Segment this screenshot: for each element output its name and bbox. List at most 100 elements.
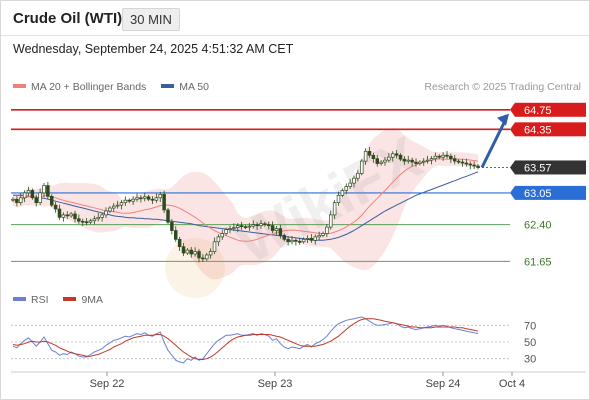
candle-body <box>270 225 275 231</box>
candle-body <box>332 202 337 216</box>
candle-body <box>329 214 333 228</box>
level-label-4: 62.40 <box>524 220 552 232</box>
candle-body <box>69 213 73 217</box>
candle-body <box>433 155 438 160</box>
rsi-tick-label: 70 <box>524 320 536 332</box>
candle-body <box>441 154 445 158</box>
level-badge-2 <box>515 160 586 175</box>
candle-body <box>383 159 387 163</box>
candle-body <box>278 228 283 236</box>
level-label-3: 63.05 <box>524 188 552 200</box>
candle-body <box>115 204 120 207</box>
candle-body <box>49 195 54 206</box>
candle-body <box>181 246 186 254</box>
candle-body <box>344 186 349 191</box>
candle-body <box>224 229 228 234</box>
candle-body <box>472 164 476 167</box>
candle-body <box>387 156 391 161</box>
ma50-line <box>13 171 479 241</box>
candle-body <box>170 221 174 231</box>
candle-body <box>294 239 298 242</box>
instrument-title: Crude Oil (WTI) <box>13 10 123 27</box>
candle-body <box>305 238 310 240</box>
candle-body <box>46 185 50 197</box>
candle-body <box>406 159 411 162</box>
candle-body <box>398 154 403 160</box>
level-label-1: 64.35 <box>524 124 552 136</box>
candle-body <box>88 220 93 223</box>
candle-body <box>394 153 399 156</box>
forecast-arrow-shaft <box>480 118 508 169</box>
candle-body <box>356 172 360 179</box>
candle-body <box>367 150 372 156</box>
credit-text: Research © 2025 Trading Central <box>424 81 581 93</box>
candle-body <box>77 218 81 222</box>
rsi-tick-label: 50 <box>524 337 536 349</box>
legend-ma20: MA 20 + Bollinger Bands <box>13 81 146 93</box>
candle-body <box>460 161 465 164</box>
candle-body <box>363 150 368 162</box>
candle-body <box>301 238 306 243</box>
ma9-swatch <box>63 297 77 302</box>
level-badge-3 <box>515 185 586 200</box>
ma20-swatch <box>13 84 26 89</box>
candle-body <box>22 192 27 199</box>
candle-body <box>189 249 194 255</box>
legend-rsi-label: RSI <box>31 294 49 306</box>
candle-body <box>317 235 321 238</box>
candle-body <box>255 224 259 227</box>
x-tick-label: Sep 24 <box>426 378 461 390</box>
rsi-tick-label: 30 <box>524 354 536 366</box>
candle-body <box>274 228 279 231</box>
candle-body <box>146 196 151 200</box>
candle-body <box>414 161 418 164</box>
timeframe-badge[interactable]: 30 MIN <box>122 8 180 31</box>
candle-body <box>402 158 407 162</box>
candle-body <box>379 161 383 164</box>
candle-body <box>73 213 77 220</box>
candle-body <box>422 160 426 163</box>
rsi-swatch <box>13 297 26 302</box>
candle-body <box>197 251 201 259</box>
forecast-arrow-head <box>497 113 509 126</box>
level-label-0: 64.75 <box>524 105 552 117</box>
level-badge-0 <box>515 102 586 117</box>
legend-ma50: MA 50 <box>161 81 209 93</box>
candle-body <box>150 198 155 201</box>
candle-body <box>208 251 213 256</box>
candle-body <box>84 221 89 224</box>
candle-body <box>57 208 62 218</box>
datetime-label: Wednesday, September 24, 2025 4:51:32 AM… <box>13 42 294 56</box>
legend-ma20-label: MA 20 + Bollinger Bands <box>31 81 147 93</box>
candle-body <box>371 154 376 160</box>
candle-body <box>158 194 163 199</box>
candle-body <box>30 190 35 199</box>
candle-body <box>42 185 46 194</box>
candle-body <box>205 254 209 260</box>
candle-body <box>352 177 356 184</box>
candle-body <box>53 204 58 210</box>
candle-body <box>38 192 42 204</box>
legend-rsi: RSI <box>13 294 49 306</box>
candle-body <box>212 241 217 252</box>
candle-body <box>236 225 240 228</box>
candle-body <box>15 198 19 204</box>
candle-body <box>449 155 453 160</box>
candle-body <box>201 257 205 260</box>
candle-body <box>92 218 97 222</box>
candle-body <box>177 238 182 248</box>
legend-ma50-label: MA 50 <box>179 81 209 93</box>
legend-ma9: 9MA <box>63 294 103 306</box>
candle-body <box>418 161 422 164</box>
level-badge-1 <box>515 122 586 137</box>
candle-body <box>131 198 135 202</box>
candle-body <box>228 228 232 230</box>
candle-body <box>135 197 139 200</box>
candle-body <box>111 205 116 209</box>
candle-body <box>290 239 294 243</box>
candle-body <box>220 233 225 238</box>
candle-body <box>360 160 364 174</box>
candle-body <box>185 249 190 254</box>
candle-body <box>391 153 395 158</box>
candle-body <box>286 238 290 243</box>
